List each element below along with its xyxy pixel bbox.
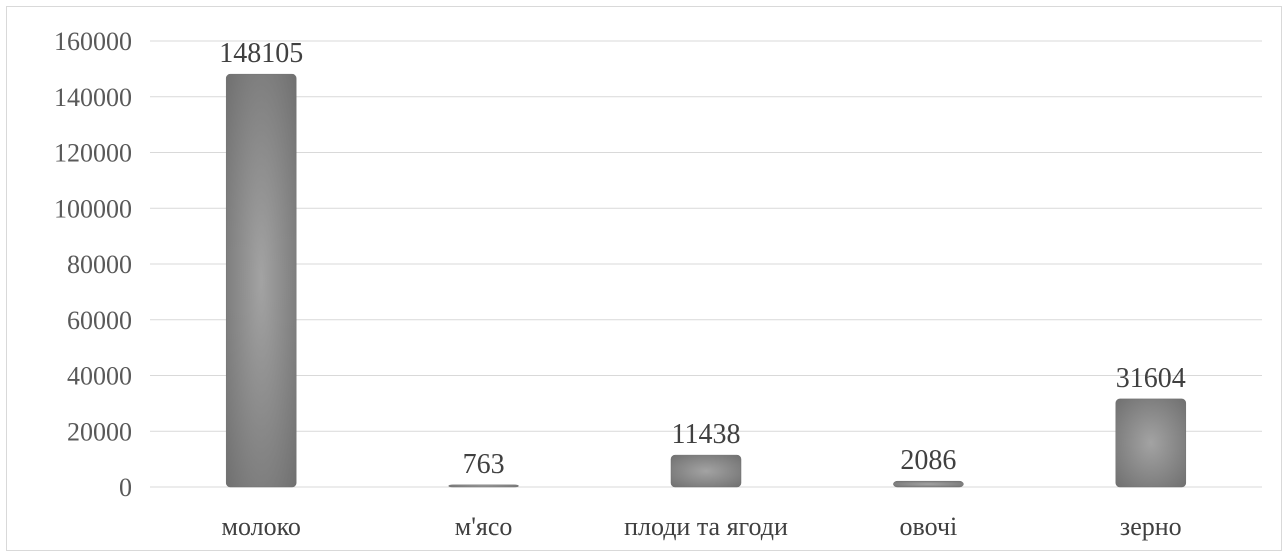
data-label: 148105 [219, 38, 303, 69]
bar-0 [225, 73, 297, 488]
x-tick-label: плоди та ягоди [624, 512, 788, 541]
y-tick-label: 60000 [67, 306, 132, 335]
x-axis: молоко м'ясо плоди та ягоди овочі зерно [221, 512, 1181, 541]
bar-4 [1115, 398, 1187, 488]
y-tick-label: 100000 [54, 194, 132, 223]
data-label: 763 [463, 449, 505, 480]
data-label: 11438 [672, 419, 741, 450]
data-label: 31604 [1116, 363, 1186, 394]
y-tick-label: 0 [119, 473, 132, 502]
y-tick-label: 40000 [67, 362, 132, 391]
gridlines [150, 40, 1262, 488]
x-tick-label: зерно [1120, 512, 1182, 541]
x-tick-label: м'ясо [455, 512, 513, 541]
y-tick-label: 140000 [54, 83, 132, 112]
bar-3 [893, 480, 964, 488]
x-tick-label: молоко [221, 512, 300, 541]
x-tick-label: овочі [900, 512, 958, 541]
y-axis: 0 20000 40000 60000 80000 100000 120000 140000 1… [54, 27, 132, 502]
bars: 148105 763 11438 2086 31604 [219, 38, 1187, 488]
bar-1 [448, 484, 519, 488]
y-tick-label: 120000 [54, 139, 132, 168]
bar-2 [670, 454, 742, 488]
y-tick-label: 20000 [67, 417, 132, 446]
data-label: 2086 [900, 445, 956, 476]
y-tick-label: 80000 [67, 250, 132, 279]
y-tick-label: 160000 [54, 27, 132, 56]
